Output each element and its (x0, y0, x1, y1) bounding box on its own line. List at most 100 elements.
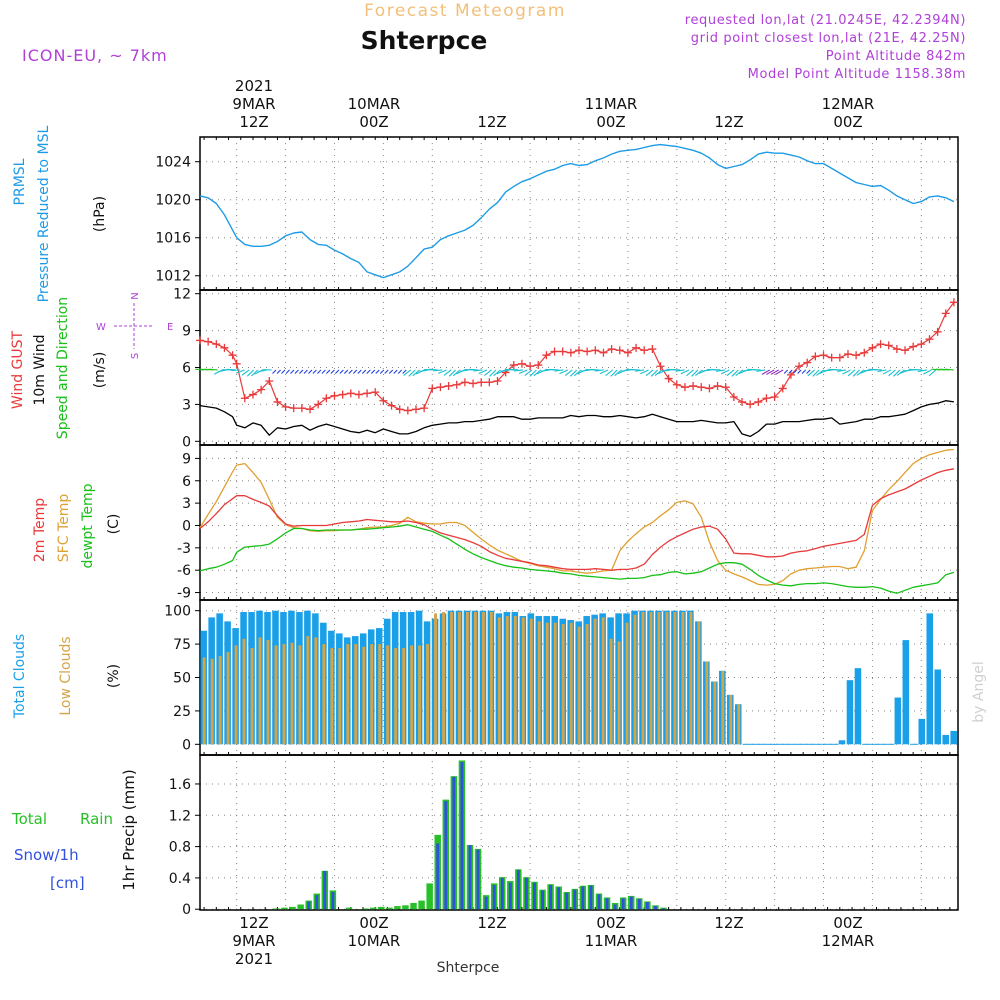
wind-direction-arrow (484, 369, 492, 376)
top-hour-label: 12Z (239, 113, 268, 131)
gust-marker (632, 343, 641, 352)
wind-direction-arrow (766, 369, 775, 375)
wind-direction-arrow (473, 369, 483, 372)
wind-direction-arrow (370, 369, 376, 374)
wind-direction-arrow (812, 369, 820, 377)
snow-bar (621, 898, 625, 910)
wind-direction-arrow (272, 369, 277, 374)
gust-marker (640, 346, 649, 355)
gust-marker (363, 389, 372, 398)
wind-direction-arrow (559, 369, 569, 375)
low-clouds-bar (505, 616, 509, 745)
top-hour-label: 00Z (596, 113, 625, 131)
compass-rose-icon: N S W E (96, 292, 173, 359)
wind-speed-series-line (199, 400, 954, 438)
snow-bar (524, 877, 528, 910)
gust-marker (892, 345, 901, 354)
low-clouds-bar (402, 648, 406, 745)
low-clouds-bar (553, 622, 557, 745)
low-clouds-bar (290, 642, 294, 745)
pressure-label-prmsl: PRMSL (12, 158, 28, 205)
gust-marker (876, 340, 885, 349)
wind-direction-arrow (573, 369, 582, 377)
low-clouds-bar (713, 681, 717, 745)
low-clouds-bar (378, 644, 382, 745)
y-tick-label: 75 (173, 637, 191, 653)
bottom-hour-label: 00Z (359, 914, 388, 932)
gust-marker (949, 298, 958, 307)
gust-marker (819, 351, 828, 360)
top-hour-label: 00Z (833, 113, 862, 131)
total-clouds-bar (902, 640, 910, 745)
wind-direction-arrow (852, 369, 860, 377)
wind-direction-arrow (944, 368, 954, 371)
snow-bar (476, 849, 480, 910)
wind-direction-arrow (621, 369, 631, 372)
gust-marker (542, 351, 551, 360)
wind-direction-arrow (478, 369, 488, 374)
low-clouds-bar (442, 612, 445, 745)
low-clouds-bar (410, 645, 414, 745)
bottom-hour-label: 12Z (477, 914, 506, 932)
wind-direction-arrow (281, 369, 286, 374)
product-title: Forecast Meteogram (364, 1, 566, 21)
top-hour-label: 12Z (714, 113, 743, 131)
bottom-time-axis: 12Z 9MAR 2021 00Z 10MAR 12Z 00Z 11MAR 12… (232, 914, 874, 976)
top-date-label: 10MAR (348, 95, 401, 113)
wind-direction-arrow (343, 369, 349, 374)
wind-direction-arrow (675, 369, 685, 372)
low-clouds-bar (226, 652, 230, 745)
wind-direction-arrow (695, 369, 703, 377)
snow-bar (605, 898, 609, 910)
bottom-date-label: 10MAR (348, 932, 401, 950)
low-clouds-bar (298, 645, 302, 745)
wind-direction-arrow (877, 369, 887, 373)
low-clouds-bar (338, 648, 342, 745)
snow-bar (653, 906, 657, 910)
gust-marker (705, 384, 714, 393)
wind-direction-arrow (731, 369, 739, 377)
wind-direction-arrow (614, 369, 622, 377)
gust-marker (860, 348, 869, 357)
rain-bar (426, 883, 433, 910)
y-tick-label: -3 (177, 541, 191, 557)
wind-direction-arrow (321, 369, 326, 374)
wind-gust-label: Wind GUST (10, 330, 26, 409)
gust-marker (795, 362, 804, 371)
wind-direction-arrow (236, 369, 245, 374)
gust-marker (289, 404, 298, 413)
bottom-date-label: 9MAR (232, 932, 275, 950)
gust-marker (354, 390, 363, 399)
bottom-hour-label: 12Z (714, 914, 743, 932)
gust-marker (493, 377, 502, 386)
credit-watermark: by Angel (971, 661, 987, 722)
gust-marker (835, 353, 844, 362)
total-clouds-bar (846, 680, 854, 745)
wind-direction-arrow (540, 369, 550, 372)
wind-direction-arrow (806, 369, 811, 374)
gust-marker (297, 404, 306, 413)
y-tick-label: 0 (182, 902, 191, 918)
gust-marker (933, 327, 942, 336)
gust-marker (330, 391, 339, 400)
panel-frame (199, 754, 959, 911)
gust-marker (925, 335, 934, 344)
gust-marker (778, 384, 787, 393)
rain-bar (378, 906, 385, 910)
low-clouds-bar (473, 612, 477, 745)
bottom-hour-label: 00Z (833, 914, 862, 932)
rain-bar (289, 906, 296, 910)
wind-direction-arrow (570, 369, 578, 377)
gust-marker (680, 383, 689, 392)
low-clouds-bar (242, 638, 246, 745)
wind-direction-arrow (433, 369, 443, 372)
low-clouds-bar (354, 644, 358, 745)
compass-west: W (96, 322, 106, 333)
gust-marker (196, 336, 204, 345)
wind-direction-arrow (334, 369, 340, 374)
wind-direction-arrow (402, 369, 407, 374)
wind-direction-arrow (549, 368, 559, 371)
gust-marker (827, 353, 836, 362)
wind-direction-arrow (397, 369, 403, 374)
wind-direction-arrow (518, 369, 528, 375)
